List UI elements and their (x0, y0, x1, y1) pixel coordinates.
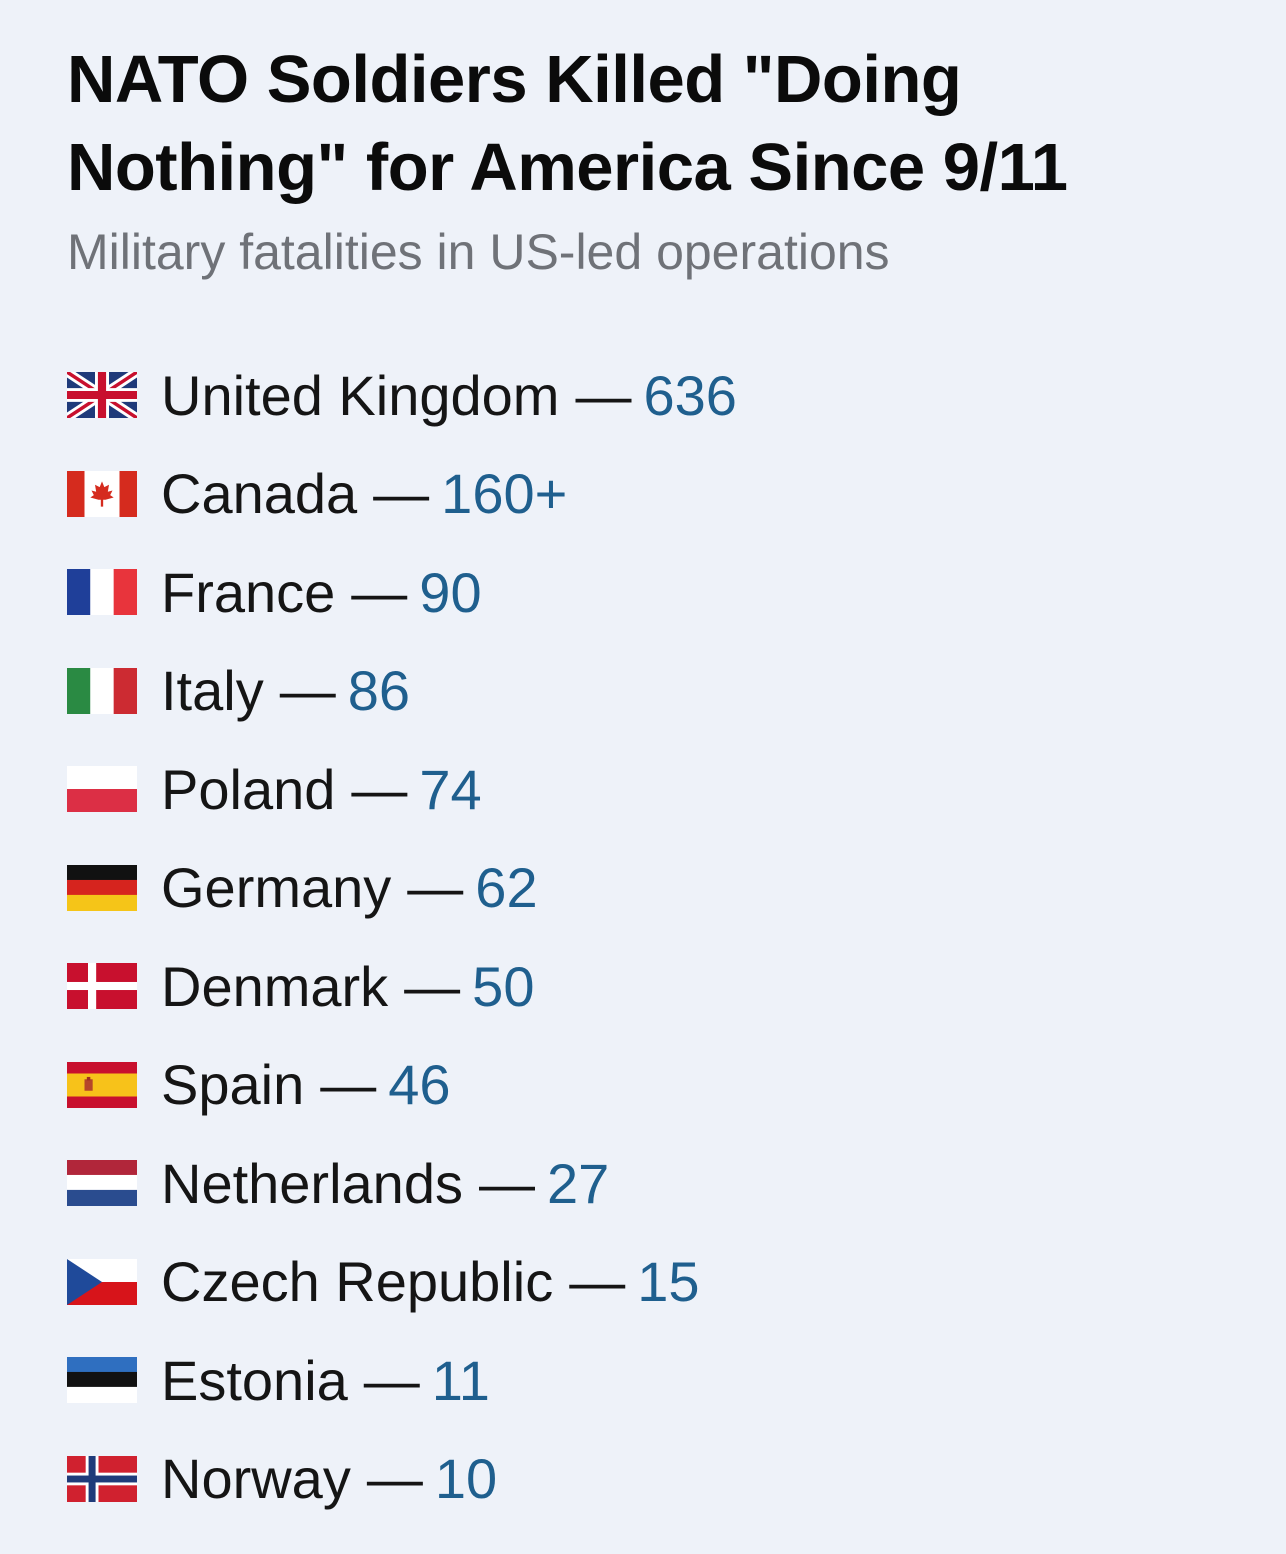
fatality-count: 90 (419, 560, 482, 624)
list-item-germany: Germany — 62 (67, 839, 1217, 938)
list-item-estonia: Estonia — 11 (67, 1331, 1217, 1430)
country-name: Czech Republic (161, 1250, 554, 1314)
poland-flag-icon (67, 766, 137, 813)
list-item-united-kingdom: United Kingdom — 636 (67, 346, 1217, 445)
fatality-count: 15 (637, 1250, 700, 1314)
separator: — (575, 363, 632, 427)
country-name: Italy (161, 659, 264, 723)
spain-flag-icon (67, 1061, 137, 1108)
fatality-count: 636 (643, 363, 737, 427)
fatality-count: 62 (475, 856, 538, 920)
france-flag-icon (67, 569, 137, 616)
denmark-flag-icon (67, 963, 137, 1010)
separator: — (279, 659, 336, 723)
separator: — (569, 1250, 626, 1314)
list-item-czech-republic: Czech Republic — 15 (67, 1233, 1217, 1332)
canada-flag-icon (67, 470, 137, 517)
separator: — (373, 462, 430, 526)
country-name: Denmark (161, 954, 389, 1018)
separator: — (478, 1151, 535, 1215)
separator: — (404, 954, 461, 1018)
list-item-italy: Italy — 86 (67, 642, 1217, 741)
country-name: Estonia (161, 1348, 348, 1412)
fatality-count: 86 (347, 659, 410, 723)
norway-flag-icon (67, 1455, 137, 1502)
country-name: Poland (161, 757, 336, 821)
fatality-count: 11 (431, 1348, 490, 1412)
list-item-canada: Canada — 160+ (67, 445, 1217, 544)
fatalities-list: United Kingdom — 636 Canada — 160+ (67, 346, 1217, 1528)
separator: — (363, 1348, 420, 1412)
country-name: Spain (161, 1053, 305, 1117)
list-item-netherlands: Netherlands — 27 (67, 1134, 1217, 1233)
uk-flag-icon (67, 372, 137, 419)
list-item-poland: Poland — 74 (67, 740, 1217, 839)
germany-flag-icon (67, 864, 137, 911)
list-item-norway: Norway — 10 (67, 1430, 1217, 1529)
fatality-count: 160+ (441, 462, 568, 526)
separator: — (407, 856, 464, 920)
page-subtitle: Military fatalities in US-led operations (67, 224, 890, 280)
country-name: Germany (161, 856, 392, 920)
fatality-count: 50 (472, 954, 535, 1018)
separator: — (351, 757, 408, 821)
country-name: Canada (161, 462, 358, 526)
netherlands-flag-icon (67, 1160, 137, 1207)
list-item-spain: Spain — 46 (67, 1036, 1217, 1135)
page-title: NATO Soldiers Killed "Doing Nothing" for… (67, 42, 1068, 205)
list-item-france: France — 90 (67, 543, 1217, 642)
country-name: France (161, 560, 336, 624)
country-name: United Kingdom (161, 363, 560, 427)
country-name: Netherlands (161, 1151, 463, 1215)
czech-republic-flag-icon (67, 1258, 137, 1305)
fatality-count: 74 (419, 757, 482, 821)
list-item-denmark: Denmark — 50 (67, 937, 1217, 1036)
fatality-count: 46 (388, 1053, 451, 1117)
separator: — (320, 1053, 377, 1117)
estonia-flag-icon (67, 1357, 137, 1404)
fatality-count: 27 (546, 1151, 610, 1215)
italy-flag-icon (67, 667, 137, 714)
country-name: Norway (161, 1447, 351, 1511)
separator: — (351, 560, 408, 624)
fatality-count: 10 (434, 1447, 498, 1511)
separator: — (366, 1447, 423, 1511)
